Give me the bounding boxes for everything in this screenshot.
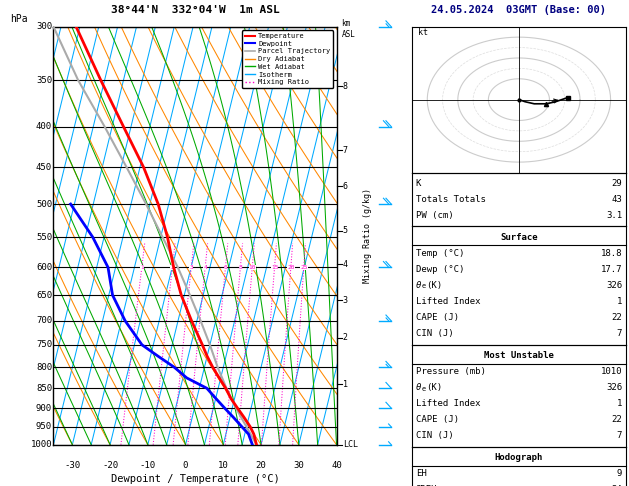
Text: 4: 4 <box>343 260 348 269</box>
Text: 400: 400 <box>36 122 52 131</box>
Text: Lifted Index: Lifted Index <box>416 297 481 306</box>
Text: 17.7: 17.7 <box>601 265 622 274</box>
Text: -20: -20 <box>102 461 118 469</box>
Text: 29: 29 <box>611 179 622 188</box>
Text: LCL: LCL <box>343 440 358 449</box>
Text: 8: 8 <box>343 82 348 91</box>
Text: 1010: 1010 <box>601 367 622 376</box>
Text: (K): (K) <box>426 281 442 290</box>
Text: 15: 15 <box>271 265 278 270</box>
Text: -10: -10 <box>140 461 156 469</box>
Text: Dewp (°C): Dewp (°C) <box>416 265 464 274</box>
Text: 2: 2 <box>343 333 348 342</box>
Text: CAPE (J): CAPE (J) <box>416 415 459 424</box>
Text: 6: 6 <box>343 182 348 191</box>
Text: 30: 30 <box>293 461 304 469</box>
Text: 800: 800 <box>36 363 52 372</box>
Text: K: K <box>416 179 421 188</box>
Text: e: e <box>422 283 426 290</box>
Text: -30: -30 <box>64 461 81 469</box>
Text: 750: 750 <box>36 340 52 349</box>
Text: 326: 326 <box>606 281 622 290</box>
Text: Most Unstable: Most Unstable <box>484 351 554 360</box>
Text: 22: 22 <box>611 313 622 322</box>
Text: 300: 300 <box>36 22 52 31</box>
Text: 22: 22 <box>611 415 622 424</box>
Text: EH: EH <box>416 469 426 478</box>
Text: 700: 700 <box>36 316 52 325</box>
Text: θ: θ <box>416 383 421 392</box>
Legend: Temperature, Dewpoint, Parcel Trajectory, Dry Adiabat, Wet Adiabat, Isotherm, Mi: Temperature, Dewpoint, Parcel Trajectory… <box>242 30 333 88</box>
Text: Temp (°C): Temp (°C) <box>416 249 464 258</box>
Text: 1000: 1000 <box>31 440 52 449</box>
Text: Dewpoint / Temperature (°C): Dewpoint / Temperature (°C) <box>111 474 279 484</box>
Text: Pressure (mb): Pressure (mb) <box>416 367 486 376</box>
Text: 1: 1 <box>140 265 143 270</box>
Text: 9: 9 <box>616 469 622 478</box>
Text: Mixing Ratio (g/kg): Mixing Ratio (g/kg) <box>364 188 372 283</box>
Text: 2: 2 <box>170 265 174 270</box>
Text: 20: 20 <box>255 461 267 469</box>
Text: 24.05.2024  03GMT (Base: 00): 24.05.2024 03GMT (Base: 00) <box>431 4 606 15</box>
Text: 25: 25 <box>300 265 308 270</box>
Text: 43: 43 <box>611 195 622 204</box>
Text: Hodograph: Hodograph <box>495 453 543 462</box>
Text: Totals Totals: Totals Totals <box>416 195 486 204</box>
Text: 18.8: 18.8 <box>601 249 622 258</box>
Text: 3.1: 3.1 <box>606 211 622 220</box>
Text: CIN (J): CIN (J) <box>416 329 454 338</box>
Text: 900: 900 <box>36 403 52 413</box>
Text: e: e <box>422 385 426 392</box>
Text: 7: 7 <box>616 431 622 440</box>
Text: PW (cm): PW (cm) <box>416 211 454 220</box>
Text: (K): (K) <box>426 383 442 392</box>
Text: 600: 600 <box>36 263 52 272</box>
Text: Lifted Index: Lifted Index <box>416 399 481 408</box>
Text: 38°44'N  332°04'W  1m ASL: 38°44'N 332°04'W 1m ASL <box>111 4 279 15</box>
Text: 10: 10 <box>218 461 229 469</box>
Text: CIN (J): CIN (J) <box>416 431 454 440</box>
Text: 4: 4 <box>203 265 207 270</box>
Text: 1: 1 <box>616 297 622 306</box>
Text: 20: 20 <box>287 265 294 270</box>
Text: 24: 24 <box>611 485 622 486</box>
Text: 550: 550 <box>36 233 52 242</box>
Text: hPa: hPa <box>10 14 28 24</box>
Text: Surface: Surface <box>500 233 538 242</box>
Text: 1: 1 <box>343 380 348 389</box>
Text: 3: 3 <box>343 296 348 305</box>
Text: 450: 450 <box>36 163 52 172</box>
Text: 10: 10 <box>248 265 256 270</box>
Text: 0: 0 <box>183 461 188 469</box>
Text: 650: 650 <box>36 291 52 300</box>
Text: SREH: SREH <box>416 485 437 486</box>
Text: 3: 3 <box>189 265 193 270</box>
Text: kt: kt <box>418 28 428 37</box>
Text: 7: 7 <box>343 146 348 155</box>
Text: 1: 1 <box>616 399 622 408</box>
Text: 500: 500 <box>36 200 52 208</box>
Text: 7: 7 <box>616 329 622 338</box>
Text: km
ASL: km ASL <box>342 19 355 39</box>
Text: 326: 326 <box>606 383 622 392</box>
Text: 8: 8 <box>238 265 242 270</box>
Text: 350: 350 <box>36 76 52 85</box>
Text: 6: 6 <box>223 265 227 270</box>
Text: CAPE (J): CAPE (J) <box>416 313 459 322</box>
Text: 5: 5 <box>343 226 348 235</box>
Text: 40: 40 <box>331 461 342 469</box>
Text: θ: θ <box>416 281 421 290</box>
Text: 950: 950 <box>36 422 52 432</box>
Text: 850: 850 <box>36 384 52 393</box>
